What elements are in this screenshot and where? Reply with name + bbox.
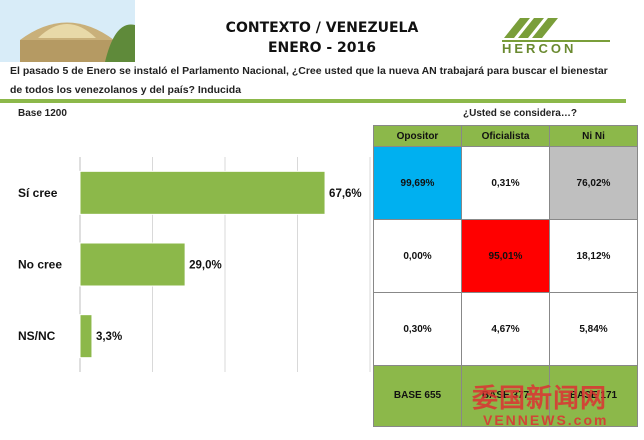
cell-si-opositor: 99,69% xyxy=(373,146,462,220)
base-nini: BASE 171 xyxy=(549,365,638,427)
table-title: ¿Usted se considera…? xyxy=(463,108,577,119)
cell-no-opositor: 0,00% xyxy=(373,219,462,293)
cell-si-oficialista: 0,31% xyxy=(461,146,550,220)
base-oficialista: BASE 377 xyxy=(461,365,550,427)
watermark-cn: 委国新闻网 xyxy=(472,383,608,413)
data-label: 29,0% xyxy=(189,260,222,272)
cell-si-nini: 76,02% xyxy=(549,146,638,220)
category-label: Sí cree xyxy=(18,186,58,200)
survey-question: El pasado 5 de Enero se instaló el Parla… xyxy=(10,65,608,96)
capitol-dome-image xyxy=(0,0,135,62)
category-label: No cree xyxy=(18,258,62,272)
cross-table: Opositor Oficialista Ni Ni 99,69% 0,31% … xyxy=(373,125,638,427)
cell-no-oficialista: 95,01% xyxy=(461,219,550,293)
base-opositor: BASE 655 xyxy=(373,365,462,427)
data-label: 67,6% xyxy=(329,188,362,200)
col-header-nini: Ni Ni xyxy=(549,125,638,147)
col-header-opositor: Opositor xyxy=(373,125,462,147)
cell-nsnc-opositor: 0,30% xyxy=(373,292,462,366)
hercon-logo: HERCON xyxy=(494,12,618,58)
divider-rule xyxy=(0,99,626,103)
cell-nsnc-nini: 5,84% xyxy=(549,292,638,366)
col-header-oficialista: Oficialista xyxy=(461,125,550,147)
page-subtitle: ENERO - 2016 xyxy=(267,40,377,56)
header-photo xyxy=(0,0,135,62)
data-label: 3,3% xyxy=(96,331,122,343)
bar xyxy=(79,242,186,287)
bar xyxy=(79,314,93,359)
watermark-url: VENNEWS.com xyxy=(483,412,609,428)
cell-nsnc-oficialista: 4,67% xyxy=(461,292,550,366)
page-title: CONTEXTO / VENEZUELA xyxy=(225,20,419,36)
bar xyxy=(79,170,326,215)
category-label: NS/NC xyxy=(18,329,56,343)
logo-text: HERCON xyxy=(502,41,577,56)
base-label: Base 1200 xyxy=(18,108,67,119)
cell-no-nini: 18,12% xyxy=(549,219,638,293)
